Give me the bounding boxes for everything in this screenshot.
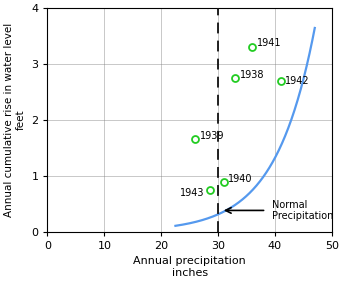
Text: Normal
Precipitation: Normal Precipitation [272,200,333,221]
Text: 1941: 1941 [257,38,281,48]
Text: 1942: 1942 [285,76,310,86]
Text: 1943: 1943 [180,188,204,198]
Text: 1938: 1938 [240,70,264,80]
Text: 1939: 1939 [200,131,224,141]
X-axis label: Annual precipitation
inches: Annual precipitation inches [133,256,246,278]
Text: 1940: 1940 [228,174,253,184]
Y-axis label: Annual cumulative rise in water level
feet: Annual cumulative rise in water level fe… [4,23,26,217]
